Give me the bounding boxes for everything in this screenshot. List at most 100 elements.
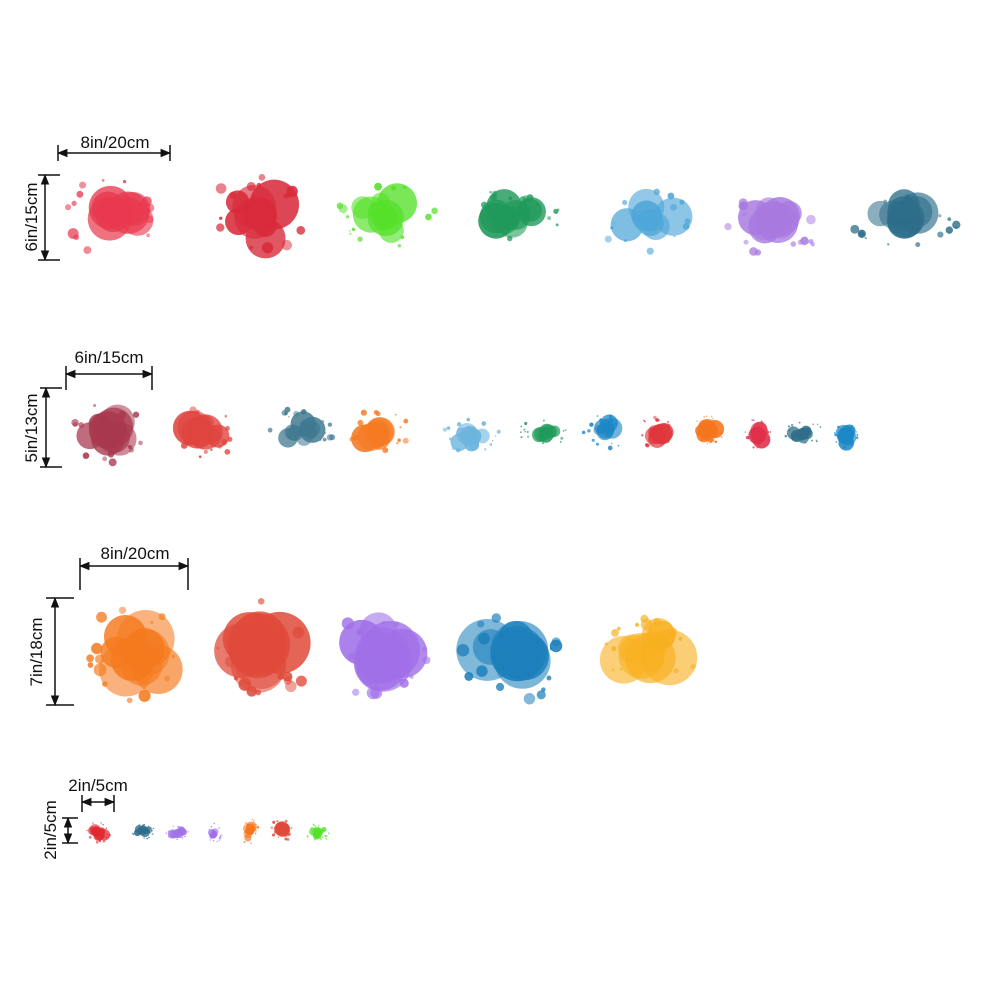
splatter-drop xyxy=(541,442,544,445)
splatter-drop xyxy=(76,190,84,198)
splatter-drop xyxy=(219,216,223,220)
splatter-drop xyxy=(284,819,288,823)
splatter-drop xyxy=(184,835,186,838)
splatter-blob xyxy=(378,628,428,678)
splatter-drop xyxy=(670,203,677,211)
splatter-drop xyxy=(425,213,432,221)
splatter-drop xyxy=(314,824,316,827)
splatter-decals xyxy=(64,174,961,845)
splatter-drop xyxy=(320,838,323,841)
splatter-drop xyxy=(767,439,769,441)
splatter-drop xyxy=(523,428,526,431)
splatter-drop xyxy=(255,829,257,832)
splatter-drop xyxy=(274,827,277,830)
splatter-drop xyxy=(706,442,709,445)
splatter-drop xyxy=(816,423,819,426)
splatter-drop xyxy=(225,425,230,431)
splatter-drop xyxy=(798,421,801,424)
splatter-drop xyxy=(149,827,152,829)
splatter-drop xyxy=(660,441,663,444)
splatter-drop xyxy=(100,822,102,824)
splatter-drop xyxy=(714,440,718,444)
splatter-drop xyxy=(614,422,618,426)
height-label: 5in/13cm xyxy=(22,394,41,463)
splatter-drop xyxy=(356,628,365,636)
splatter-drop xyxy=(300,409,307,415)
splatter-blob xyxy=(296,430,312,446)
splatter-drop xyxy=(122,179,127,184)
splatter-drop xyxy=(835,441,837,443)
splatter-drop xyxy=(843,445,847,449)
splatter-drop xyxy=(171,836,174,838)
splatter-drop xyxy=(400,235,405,240)
splatter-blob xyxy=(548,425,561,438)
splatter-drop xyxy=(349,232,352,235)
splatter-drop xyxy=(320,419,325,424)
splatter-drop xyxy=(102,681,108,687)
splatter-drop xyxy=(703,416,706,418)
splatter-blob xyxy=(244,834,252,842)
splatter-blob xyxy=(755,197,783,225)
splatter-drop xyxy=(665,439,670,443)
splatter-drop xyxy=(255,689,262,696)
splatter-drop xyxy=(397,438,401,442)
splatter-drop xyxy=(769,431,772,433)
splatter-drop xyxy=(86,829,88,832)
splatter-drop xyxy=(815,439,818,442)
splatter-drop xyxy=(174,836,176,839)
splatter-drop xyxy=(491,613,502,623)
splatter-blob xyxy=(167,829,178,839)
splatter-drop xyxy=(641,433,644,437)
splatter-drop xyxy=(705,415,708,417)
splatter-drop xyxy=(711,417,714,420)
splatter-drop xyxy=(86,654,94,663)
splatter-drop xyxy=(519,196,527,204)
splatter-drop xyxy=(284,837,288,841)
splatter-drop xyxy=(348,229,351,232)
splatter-drop xyxy=(79,181,87,189)
splatter-drop xyxy=(288,415,290,418)
splatter-drop xyxy=(348,652,356,661)
splatter-drop xyxy=(623,239,628,243)
splatter-drop xyxy=(71,419,79,427)
splatter-drop xyxy=(187,830,189,833)
splatter-drop xyxy=(673,235,676,238)
splatter-drop xyxy=(98,840,102,843)
splatter-drop xyxy=(527,435,530,438)
splatter-drop xyxy=(83,246,92,255)
splatter-drop xyxy=(96,611,107,623)
splatter-blob xyxy=(357,422,386,451)
splatter-drop xyxy=(168,835,170,838)
splatter-blob xyxy=(208,832,215,839)
splatter-blob xyxy=(500,632,549,681)
splatter-drop xyxy=(724,223,732,231)
splatter-drop xyxy=(646,247,654,255)
splatter-drop xyxy=(484,448,487,451)
splatter-drop xyxy=(622,199,628,206)
splatter-drop xyxy=(324,835,327,838)
splatter-drop xyxy=(267,427,273,433)
splatter-drop xyxy=(108,834,112,837)
splatter-drop xyxy=(181,837,184,839)
splatter-drop xyxy=(138,824,141,826)
splatter-drop xyxy=(478,632,490,645)
splatter-drop xyxy=(210,825,213,828)
splatter-drop xyxy=(581,430,586,435)
splatter-drop xyxy=(477,620,485,628)
dimension-guides: 8in/20cm 6in/15cm 6in/15cm 5in/13cm 8in/… xyxy=(22,133,190,860)
splatter-drop xyxy=(758,444,761,446)
splatter-drop xyxy=(382,621,386,625)
splatter-drop xyxy=(138,689,151,702)
splatter-drop xyxy=(812,423,814,426)
splatter-drop xyxy=(284,411,288,416)
splatter-drop xyxy=(172,825,175,828)
splatter-drop xyxy=(526,194,534,202)
splatter-drop xyxy=(541,687,546,692)
splatter-drop xyxy=(210,837,212,839)
splatter-drop xyxy=(791,437,795,441)
splatter-blob xyxy=(284,424,301,441)
splatter-drop xyxy=(849,426,853,430)
splatter-drop xyxy=(251,818,254,821)
splatter-drop xyxy=(186,444,188,446)
splatter-drop xyxy=(257,598,265,605)
